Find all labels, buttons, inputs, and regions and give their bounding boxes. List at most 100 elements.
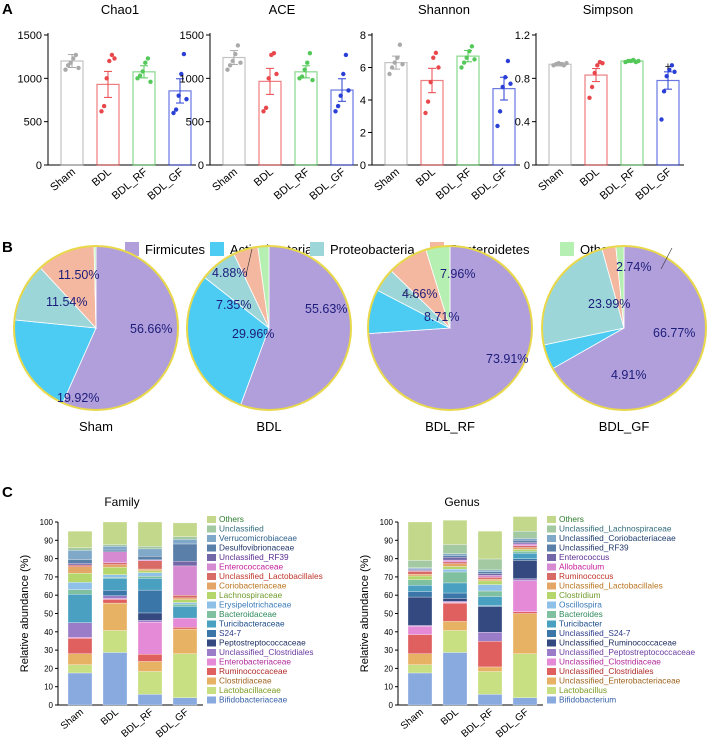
pie-title: BDL_RF	[425, 419, 475, 434]
legend-label: Ruminococcaceae	[219, 666, 288, 676]
x-tick-label: Sham	[372, 166, 402, 194]
data-point	[400, 62, 405, 67]
stack-segment	[172, 627, 198, 630]
data-point	[436, 65, 441, 70]
data-point	[76, 65, 81, 71]
stack-segment	[172, 536, 198, 540]
stack-segment	[137, 620, 163, 623]
pie-data-label: 7.96%	[440, 267, 475, 281]
stack-segment	[102, 602, 128, 631]
data-point	[459, 65, 464, 70]
significance-marker: +	[665, 61, 671, 73]
bar-BDL_RF	[620, 60, 644, 166]
stack-segment	[137, 570, 163, 573]
stack-segment	[67, 564, 93, 567]
legend-label: Enterococcaceae	[219, 562, 283, 572]
stack-segment	[407, 579, 433, 586]
stack-segment	[477, 569, 503, 572]
y-tick-label: 30	[44, 646, 53, 655]
data-point	[423, 110, 428, 116]
y-tick-label: 6	[360, 63, 366, 75]
y-axis-label: Relative abundance (%)	[359, 555, 371, 672]
stack-segment	[477, 666, 503, 672]
legend-label: Clostridium	[559, 590, 601, 600]
stack-segment	[477, 531, 503, 560]
y-tick-label: 80	[44, 555, 53, 564]
bar-BDL	[584, 74, 608, 166]
legend-swatch	[547, 639, 556, 647]
data-point	[659, 117, 664, 122]
y-tick-label: 1500	[180, 30, 204, 42]
legend-label: Unclassified_Ruminococcaceae	[559, 638, 677, 648]
y-tick-label: 1000	[180, 73, 204, 85]
stack-segment	[137, 548, 163, 557]
legend-swatch	[207, 687, 216, 694]
data-point	[261, 109, 266, 114]
data-point	[592, 70, 597, 76]
stack-segment	[102, 544, 128, 547]
data-point	[225, 67, 230, 72]
stack-segment	[67, 672, 93, 706]
y-tick-label: 0	[360, 160, 366, 172]
legend-label: Unclassified_RF39	[219, 552, 289, 562]
y-tick-label: 0	[36, 160, 42, 172]
stack-segment	[172, 617, 198, 628]
stack-segment	[67, 566, 93, 574]
stack-segment	[102, 595, 128, 599]
stack-segment	[442, 569, 468, 573]
x-tick-label: BDL	[99, 707, 121, 728]
legend-label: Desulfovibrionaceae	[219, 543, 295, 553]
legend-swatch	[207, 696, 216, 704]
legend-swatch	[207, 611, 216, 618]
stack-segment	[407, 571, 433, 575]
stack-segment	[67, 582, 93, 590]
stack-segment	[172, 595, 198, 599]
y-tick-label: 1.2	[515, 30, 530, 42]
legend-label: Erysipelotrichaceae	[219, 600, 292, 610]
y-tick-label: 0	[524, 160, 530, 172]
stack-segment	[102, 521, 128, 545]
legend-label: Unclassified_Lactobacillales	[559, 581, 663, 591]
stack-segment	[442, 621, 468, 631]
stack-segment	[137, 694, 163, 706]
data-point	[99, 109, 104, 114]
y-tick-label: 0	[198, 160, 204, 172]
data-point	[428, 79, 433, 85]
data-point	[595, 63, 600, 68]
data-point	[669, 63, 675, 68]
stack-segment	[512, 540, 538, 543]
legend-label: Allobaculum	[559, 562, 604, 572]
chart-title: Chao1	[101, 2, 139, 17]
legend-swatch	[547, 516, 556, 523]
pie-title: BDL	[256, 419, 281, 434]
x-tick-label: BDL_GF	[307, 166, 348, 203]
stack-segment	[137, 661, 163, 672]
legend-swatch	[207, 658, 216, 666]
stack-segment	[137, 621, 163, 655]
stack-segment	[512, 549, 538, 552]
legend-label: S24-7	[219, 628, 242, 638]
pie-leader-line	[402, 291, 419, 299]
stack-segment	[137, 612, 163, 621]
data-point	[495, 123, 500, 129]
stack-segment	[172, 606, 198, 619]
legend-swatch	[547, 554, 556, 561]
data-point	[299, 74, 305, 79]
bar-Sham	[222, 56, 246, 166]
panel-label-b: B	[2, 239, 13, 256]
pie-data-label: 4.66%	[402, 287, 437, 301]
stack-segment	[137, 560, 163, 570]
data-point	[230, 58, 235, 64]
data-point	[179, 71, 184, 77]
chart-title: Shannon	[418, 2, 470, 17]
stack-segment	[477, 671, 503, 695]
pie-bdl_gf: 66.77% 4.91% 23.99% 2.74% BDL_GF	[541, 245, 707, 434]
x-tick-label: BDL	[252, 166, 276, 189]
legend-swatch	[560, 242, 574, 256]
data-point	[266, 76, 271, 81]
phylum-pie-charts: FirmicutesActinobacteriaProteobacteriaBa…	[13, 242, 707, 434]
stack-segment	[67, 559, 93, 564]
stack-segment	[512, 545, 538, 548]
x-tick-label: Sham	[59, 707, 86, 732]
